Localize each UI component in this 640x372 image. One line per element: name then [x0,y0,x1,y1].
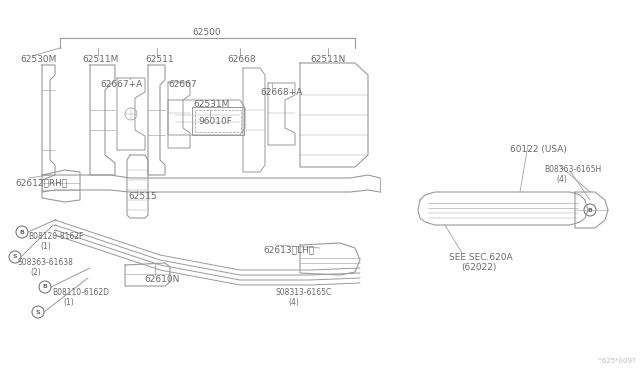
Text: (62022): (62022) [461,263,497,272]
Text: 62511N: 62511N [310,55,346,64]
Text: B: B [588,208,593,212]
Text: ^625*009?: ^625*009? [596,358,636,364]
Text: S: S [13,254,17,260]
Text: S08363-61638: S08363-61638 [18,258,74,267]
Text: 62610N: 62610N [144,275,179,284]
Text: (1): (1) [40,242,51,251]
Text: 62531M: 62531M [193,100,229,109]
Text: 62500: 62500 [192,28,221,37]
Text: B: B [43,285,47,289]
Text: S: S [36,310,40,314]
Text: B08120-8162F: B08120-8162F [28,232,83,241]
Text: (4): (4) [556,175,567,184]
Text: 62668+A: 62668+A [260,88,302,97]
Text: B: B [20,230,24,234]
Text: B08363-6165H: B08363-6165H [544,165,601,174]
Text: 62668: 62668 [227,55,255,64]
Text: B08110-6162D: B08110-6162D [52,288,109,297]
Text: S08313-6165C: S08313-6165C [276,288,332,297]
Text: 62613〈LH〉: 62613〈LH〉 [263,245,314,254]
Text: 62515: 62515 [128,192,157,201]
Text: 62511: 62511 [145,55,173,64]
Text: 62511M: 62511M [82,55,118,64]
Text: 62667+A: 62667+A [100,80,142,89]
Text: 96010F: 96010F [198,117,232,126]
Text: 60122 (USA): 60122 (USA) [510,145,567,154]
Text: SEE SEC.620A: SEE SEC.620A [449,253,513,262]
Text: 62612〈RH〉: 62612〈RH〉 [15,178,67,187]
Text: (4): (4) [288,298,299,307]
Text: (2): (2) [30,268,41,277]
Text: 62530M: 62530M [20,55,56,64]
Text: (1): (1) [63,298,74,307]
Text: 62667: 62667 [168,80,196,89]
